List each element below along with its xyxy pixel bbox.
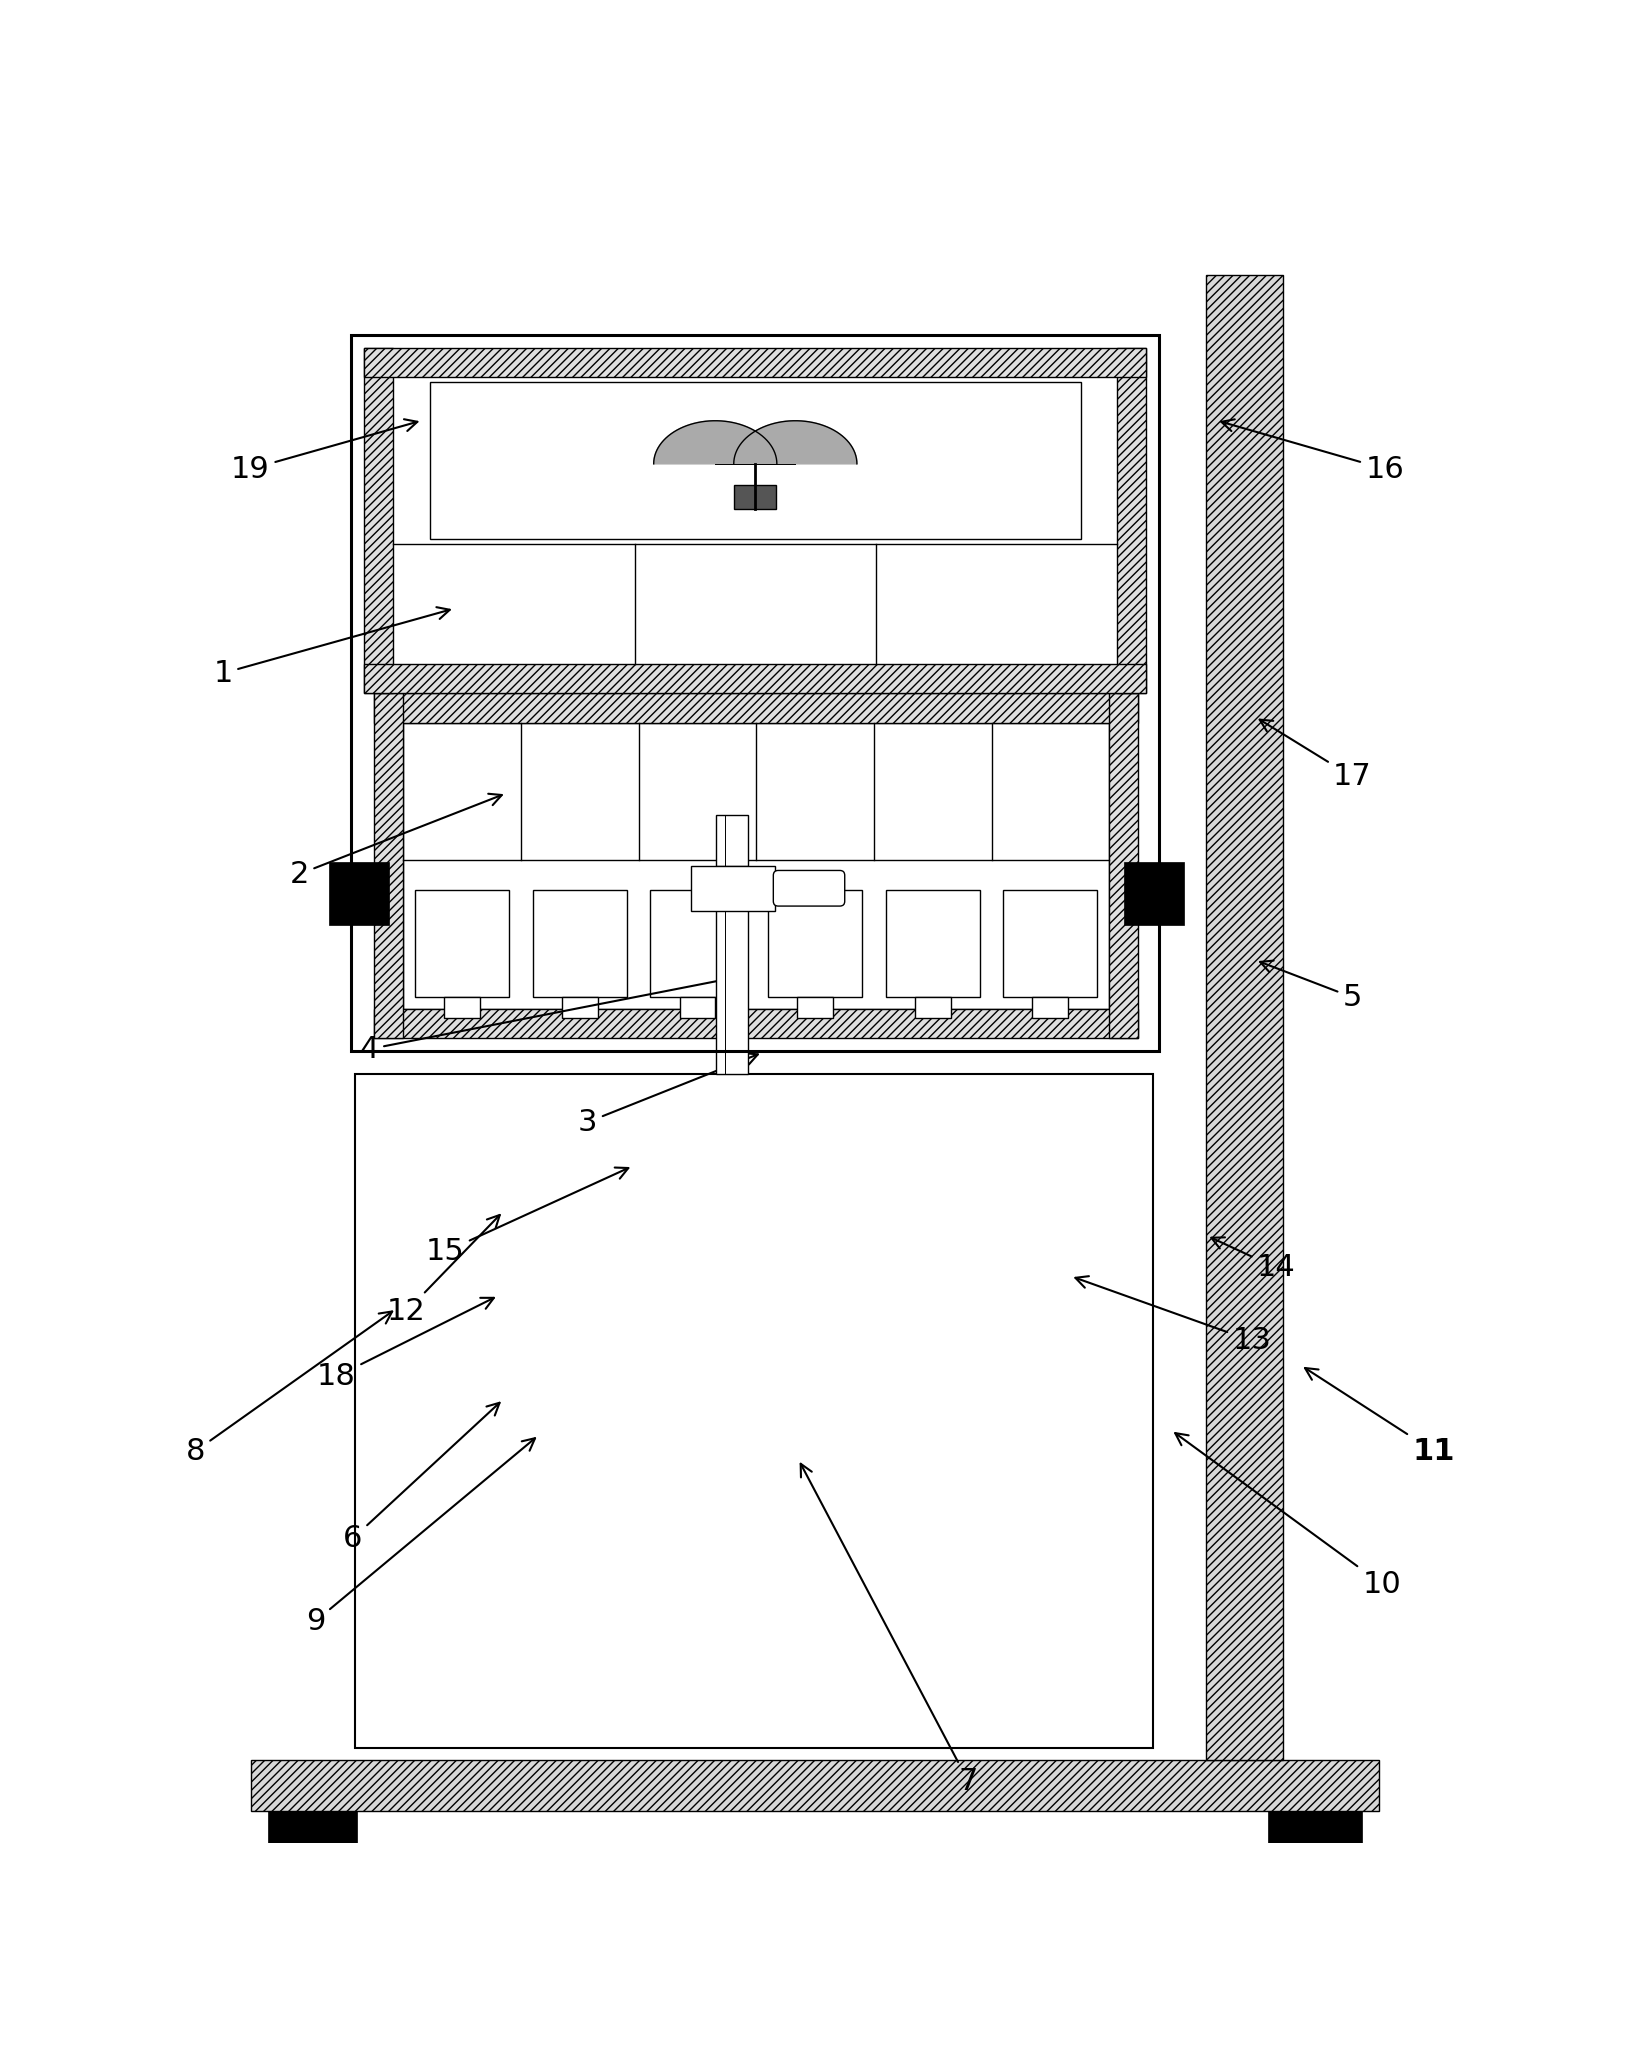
Bar — [375, 694, 1139, 723]
Bar — [679, 998, 715, 1019]
Bar — [365, 349, 394, 694]
Text: 3: 3 — [578, 1054, 757, 1136]
Bar — [886, 890, 979, 998]
Bar — [430, 382, 1082, 539]
Text: 10: 10 — [1175, 1434, 1401, 1599]
Bar — [375, 694, 404, 1039]
Bar — [797, 998, 832, 1019]
Text: 13: 13 — [1075, 1277, 1272, 1355]
Bar — [1124, 862, 1184, 926]
Text: 7: 7 — [801, 1463, 977, 1795]
Text: 2: 2 — [290, 793, 502, 888]
Bar — [445, 998, 481, 1019]
Text: 14: 14 — [1212, 1238, 1295, 1283]
Bar — [1033, 998, 1069, 1019]
Bar — [691, 866, 775, 911]
Bar — [375, 1010, 1139, 1039]
Bar — [735, 486, 777, 508]
Bar — [1205, 275, 1282, 1760]
Bar — [415, 890, 510, 998]
FancyBboxPatch shape — [774, 870, 845, 907]
Bar — [404, 723, 1109, 1010]
Text: 1: 1 — [213, 607, 450, 688]
Text: 11: 11 — [1305, 1368, 1455, 1465]
Bar — [352, 335, 1160, 1052]
Text: 12: 12 — [386, 1215, 500, 1326]
Text: 6: 6 — [344, 1403, 500, 1554]
Bar — [767, 890, 862, 998]
Text: 16: 16 — [1222, 419, 1404, 483]
Text: 18: 18 — [318, 1297, 494, 1390]
Bar — [365, 663, 1147, 694]
Bar — [267, 1812, 357, 1843]
Bar — [355, 1074, 1153, 1748]
Text: 15: 15 — [425, 1167, 629, 1266]
Text: 17: 17 — [1259, 719, 1372, 791]
Text: 5: 5 — [1261, 961, 1362, 1012]
Text: 19: 19 — [231, 419, 417, 483]
Bar — [715, 814, 748, 866]
Bar — [1003, 890, 1098, 998]
Bar — [533, 890, 627, 998]
Bar — [365, 349, 1147, 378]
Bar — [715, 905, 748, 1074]
Bar — [915, 998, 951, 1019]
Bar — [251, 1760, 1380, 1812]
Polygon shape — [733, 421, 857, 465]
Bar — [1267, 1812, 1362, 1843]
Bar — [1109, 694, 1139, 1039]
Text: 4: 4 — [358, 973, 736, 1064]
Bar — [329, 862, 389, 926]
Bar — [562, 998, 598, 1019]
Bar — [650, 890, 744, 998]
Text: 8: 8 — [186, 1312, 393, 1465]
Bar — [1117, 349, 1147, 694]
Text: 9: 9 — [306, 1438, 534, 1636]
Polygon shape — [653, 421, 777, 465]
